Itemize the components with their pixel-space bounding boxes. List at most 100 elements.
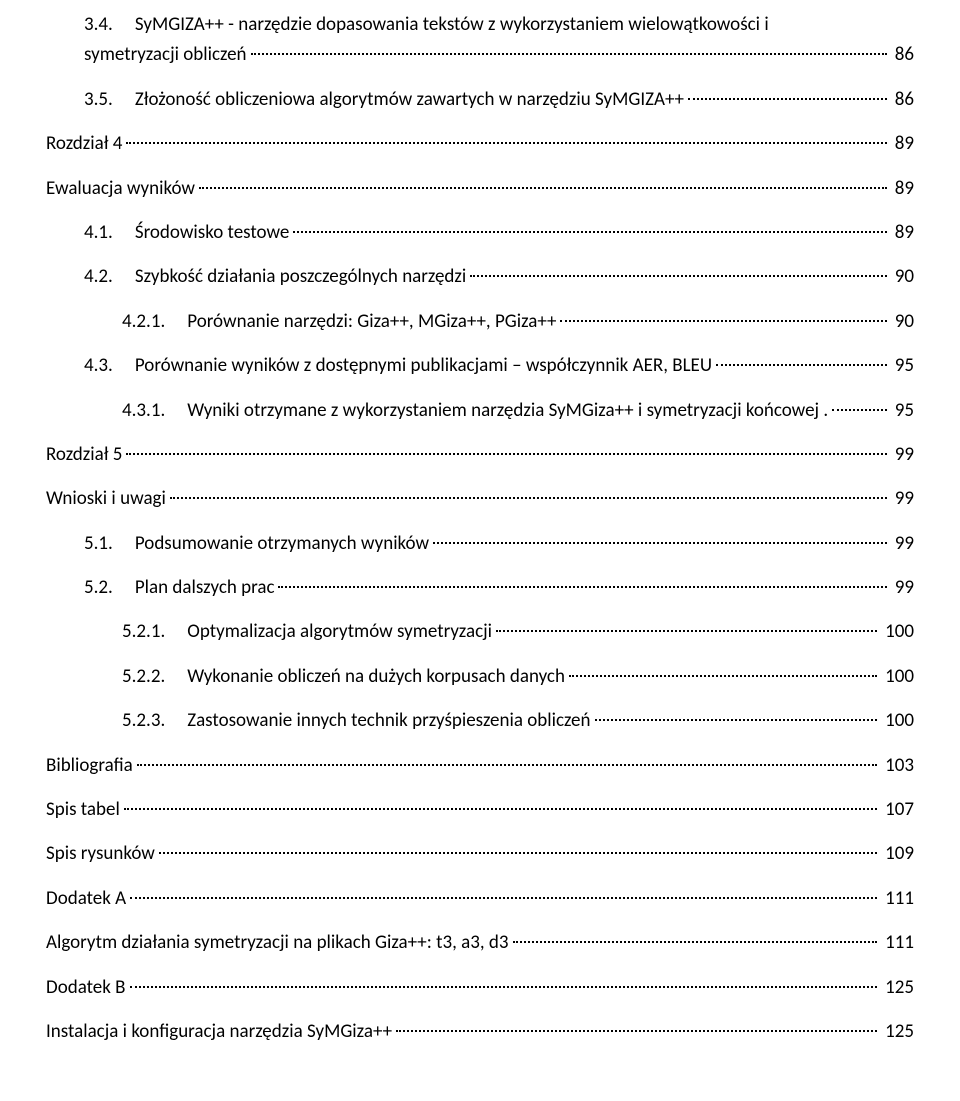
toc-leader [170,497,887,499]
toc-title: Dodatek B [46,973,126,1003]
toc-entry: Rozdział 5 99 [46,440,914,470]
toc-page: 109 [881,839,914,869]
toc-leader [496,630,877,632]
toc-page: 100 [881,617,914,647]
toc-leader [124,808,877,810]
toc-number: 5.2. [84,573,135,603]
table-of-contents: 3.4.SyMGIZA++ - narzędzie dopasowania te… [46,10,914,1047]
toc-title: Szybkość działania poszczególnych narzęd… [135,262,466,292]
toc-title: Wyniki otrzymane z wykorzystaniem narzęd… [187,396,828,426]
toc-number: 4.1. [84,218,135,248]
toc-number: 4.3.1. [122,396,187,426]
toc-entry: 3.5.Złożoność obliczeniowa algorytmów za… [46,85,914,115]
toc-title: Wykonanie obliczeń na dużych korpusach d… [187,662,565,692]
toc-title: Zastosowanie innych technik przyśpieszen… [187,706,590,736]
toc-leader [293,231,886,233]
toc-entry: Algorytm działania symetryzacji na plika… [46,928,914,958]
toc-leader [832,409,887,411]
toc-page: 95 [891,396,914,426]
toc-page: 89 [891,218,914,248]
toc-entry: Bibliografia 103 [46,751,914,781]
toc-leader [126,453,886,455]
toc-leader [159,852,877,854]
toc-number: 4.3. [84,351,135,381]
toc-title: Optymalizacja algorytmów symetryzacji [187,617,492,647]
toc-leader [470,275,886,277]
toc-title: Algorytm działania symetryzacji na plika… [46,928,509,958]
toc-entry: 5.2.3.Zastosowanie innych technik przyśp… [46,706,914,736]
toc-entry: 5.1.Podsumowanie otrzymanych wyników 99 [46,529,914,559]
toc-entry: Wnioski i uwagi 99 [46,484,914,514]
toc-title: Spis tabel [46,795,120,825]
toc-number: 4.2.1. [122,307,187,337]
toc-page: 90 [891,307,914,337]
toc-page: 111 [881,884,914,914]
toc-page: 90 [891,262,914,292]
toc-page: 103 [881,751,914,781]
toc-number: 5.1. [84,529,135,559]
toc-page: 99 [891,440,914,470]
toc-page: 86 [891,40,914,70]
toc-entry: 5.2.Plan dalszych prac99 [46,573,914,603]
toc-entry: 4.2.1.Porównanie narzędzi: Giza++, MGiza… [46,307,914,337]
toc-title: Środowisko testowe [135,218,290,248]
toc-entry: 4.3.1.Wyniki otrzymane z wykorzystaniem … [46,396,914,426]
toc-leader [130,897,877,899]
toc-page: 99 [891,573,914,603]
toc-entry: Instalacja i konfiguracja narzędzia SyMG… [46,1017,914,1047]
toc-page: 89 [891,129,914,159]
toc-entry: Ewaluacja wyników 89 [46,174,914,204]
toc-leader [513,941,878,943]
toc-page: 86 [891,85,914,115]
toc-leader [199,187,887,189]
toc-title: Wnioski i uwagi [46,484,166,514]
toc-leader [130,986,878,988]
toc-page: 111 [881,928,914,958]
toc-title: Podsumowanie otrzymanych wyników [135,529,429,559]
toc-title-tail: symetryzacji obliczeń [84,40,247,70]
toc-title: Porównanie narzędzi: Giza++, MGiza++, PG… [187,307,556,337]
toc-entry: 4.1.Środowisko testowe 89 [46,218,914,248]
toc-number: 3.4. [84,13,135,36]
toc-leader [560,320,886,322]
toc-leader [433,542,887,544]
toc-entry: Spis tabel 107 [46,795,914,825]
toc-leader [688,98,887,100]
toc-entry: Spis rysunków 109 [46,839,914,869]
toc-page: 107 [881,795,914,825]
toc-title: Złożoność obliczeniowa algorytmów zawart… [135,85,684,115]
toc-entry: Dodatek B 125 [46,973,914,1003]
toc-number: 5.2.2. [122,662,187,692]
toc-page: 100 [881,706,914,736]
toc-page: 100 [881,662,914,692]
toc-number: 5.2.1. [122,617,187,647]
toc-leader [251,53,887,55]
toc-leader [569,675,877,677]
toc-entry: 4.3.Porównanie wyników z dostępnymi publ… [46,351,914,381]
toc-title: Instalacja i konfiguracja narzędzia SyMG… [46,1017,392,1047]
toc-leader [595,719,878,721]
toc-page: 99 [891,484,914,514]
toc-leader [126,142,886,144]
toc-page: 95 [891,351,914,381]
toc-title: Spis rysunków [46,839,155,869]
toc-leader [278,586,886,588]
toc-leader [137,764,877,766]
toc-page: 99 [891,529,914,559]
toc-page: 125 [881,973,914,1003]
toc-title: 3.4.SyMGIZA++ - narzędzie dopasowania te… [84,10,914,40]
toc-entry: Rozdział 4 89 [46,129,914,159]
toc-number: 4.2. [84,262,135,292]
toc-entry: 4.2.Szybkość działania poszczególnych na… [46,262,914,292]
toc-title: Porównanie wyników z dostępnymi publikac… [135,351,712,381]
toc-title: Rozdział 5 [46,440,122,470]
toc-number: 5.2.3. [122,706,187,736]
toc-page: 89 [891,174,914,204]
toc-leader [716,364,887,366]
toc-entry: 3.4.SyMGIZA++ - narzędzie dopasowania te… [46,10,914,71]
toc-number: 3.5. [84,85,135,115]
toc-title: Rozdział 4 [46,129,122,159]
toc-title: Ewaluacja wyników [46,174,195,204]
toc-entry: 5.2.1.Optymalizacja algorytmów symetryza… [46,617,914,647]
toc-title: Bibliografia [46,751,133,781]
